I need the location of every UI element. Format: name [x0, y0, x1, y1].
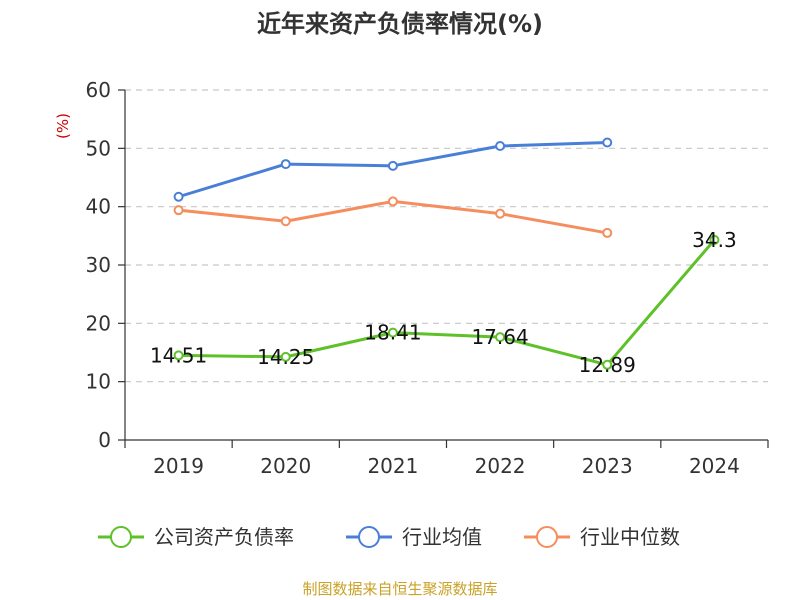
legend-item: 行业中位数 [524, 525, 680, 549]
series-2 [173, 196, 613, 238]
series-0 [173, 234, 720, 370]
data-point [709, 234, 720, 245]
x-tick-label: 2022 [475, 454, 526, 478]
legend-marker [358, 526, 380, 548]
data-point [602, 137, 613, 148]
x-tick-label: 2024 [689, 454, 740, 478]
data-point [495, 208, 506, 219]
legend-label: 公司资产负债率 [154, 525, 294, 549]
x-tick-labels: 2019 2020 2021 2022 2023 2024 [153, 454, 740, 478]
data-point [495, 141, 506, 151]
data-label: 34.3 [692, 228, 737, 252]
data-label: 14.25 [257, 345, 314, 369]
y-axis-unit: (%) [54, 113, 72, 139]
x-tick-label: 2023 [582, 454, 633, 478]
series-layer [173, 137, 720, 370]
series-line [178, 238, 716, 367]
data-label: 18.41 [364, 321, 421, 345]
y-tick-label: 40 [86, 195, 111, 219]
y-tick-label: 60 [86, 78, 111, 102]
data-point [280, 159, 291, 170]
data-point [602, 359, 613, 370]
data-point [387, 327, 398, 338]
x-tick-label: 2020 [260, 454, 311, 478]
legend-marker [536, 526, 558, 548]
legend-item: 行业均值 [346, 525, 482, 549]
x-tick-label: 2021 [367, 454, 418, 478]
x-tick-label: 2019 [153, 454, 204, 478]
legend: 公司资产负债率 行业均值 行业中位数 [98, 525, 680, 549]
data-point [387, 196, 398, 207]
y-tick-label: 50 [86, 136, 111, 160]
data-point [173, 205, 184, 216]
data-label: 14.51 [150, 343, 207, 367]
source-note: 制图数据来自恒生聚源数据库 [302, 580, 497, 598]
axes [118, 89, 769, 448]
legend-label: 行业中位数 [580, 525, 680, 549]
legend-marker [110, 526, 132, 548]
legend-item: 公司资产负债率 [98, 525, 294, 549]
y-tick-label: 0 [98, 428, 111, 452]
data-point [602, 227, 613, 238]
data-point [387, 160, 398, 171]
y-tick-label: 20 [86, 311, 111, 335]
series-1 [173, 137, 613, 202]
data-point [280, 351, 291, 362]
data-point [280, 216, 291, 227]
data-label: 12.89 [579, 353, 636, 377]
data-point [173, 191, 184, 202]
y-tick-label: 10 [86, 370, 111, 394]
data-label: 17.64 [471, 325, 528, 349]
data-point [173, 350, 184, 361]
y-tick-label: 30 [86, 253, 111, 277]
y-tick-labels: 0 10 20 30 40 50 60 [86, 78, 111, 452]
chart-title: 近年来资产负债率情况(%) [257, 10, 543, 38]
gridlines [125, 89, 768, 383]
legend-label: 行业均值 [402, 525, 482, 549]
data-point [495, 332, 506, 343]
data-labels: 14.51 14.25 18.41 17.64 12.89 34.3 [150, 228, 737, 377]
